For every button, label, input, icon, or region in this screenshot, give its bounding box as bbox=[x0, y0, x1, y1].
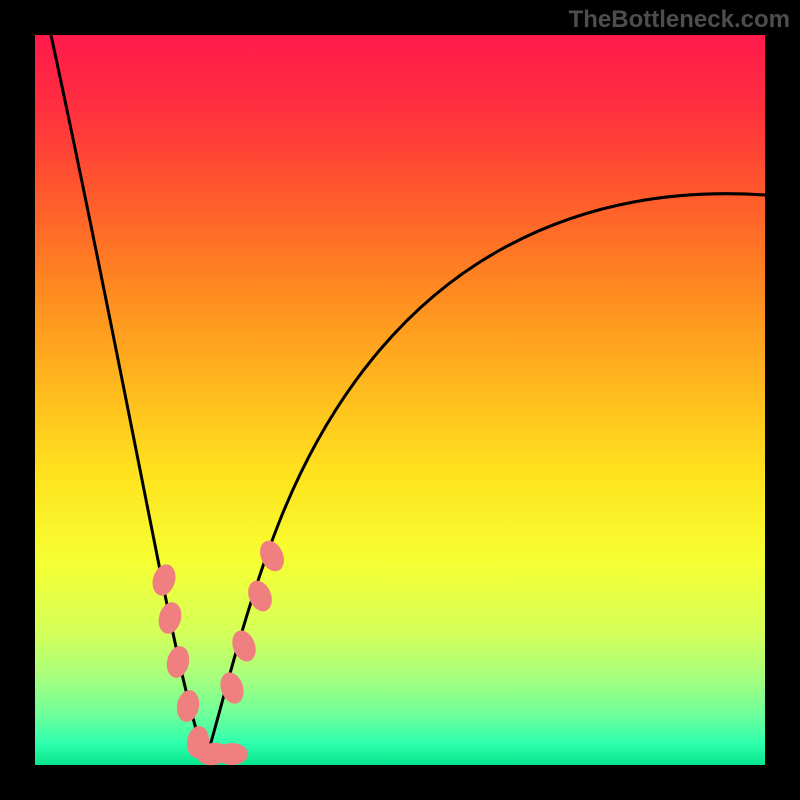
chart-stage: TheBottleneck.com bbox=[0, 0, 800, 800]
watermark-text: TheBottleneck.com bbox=[569, 6, 790, 34]
plot-background bbox=[35, 35, 765, 765]
bottleneck-chart-svg bbox=[0, 0, 800, 800]
salmon-point bbox=[216, 743, 248, 765]
